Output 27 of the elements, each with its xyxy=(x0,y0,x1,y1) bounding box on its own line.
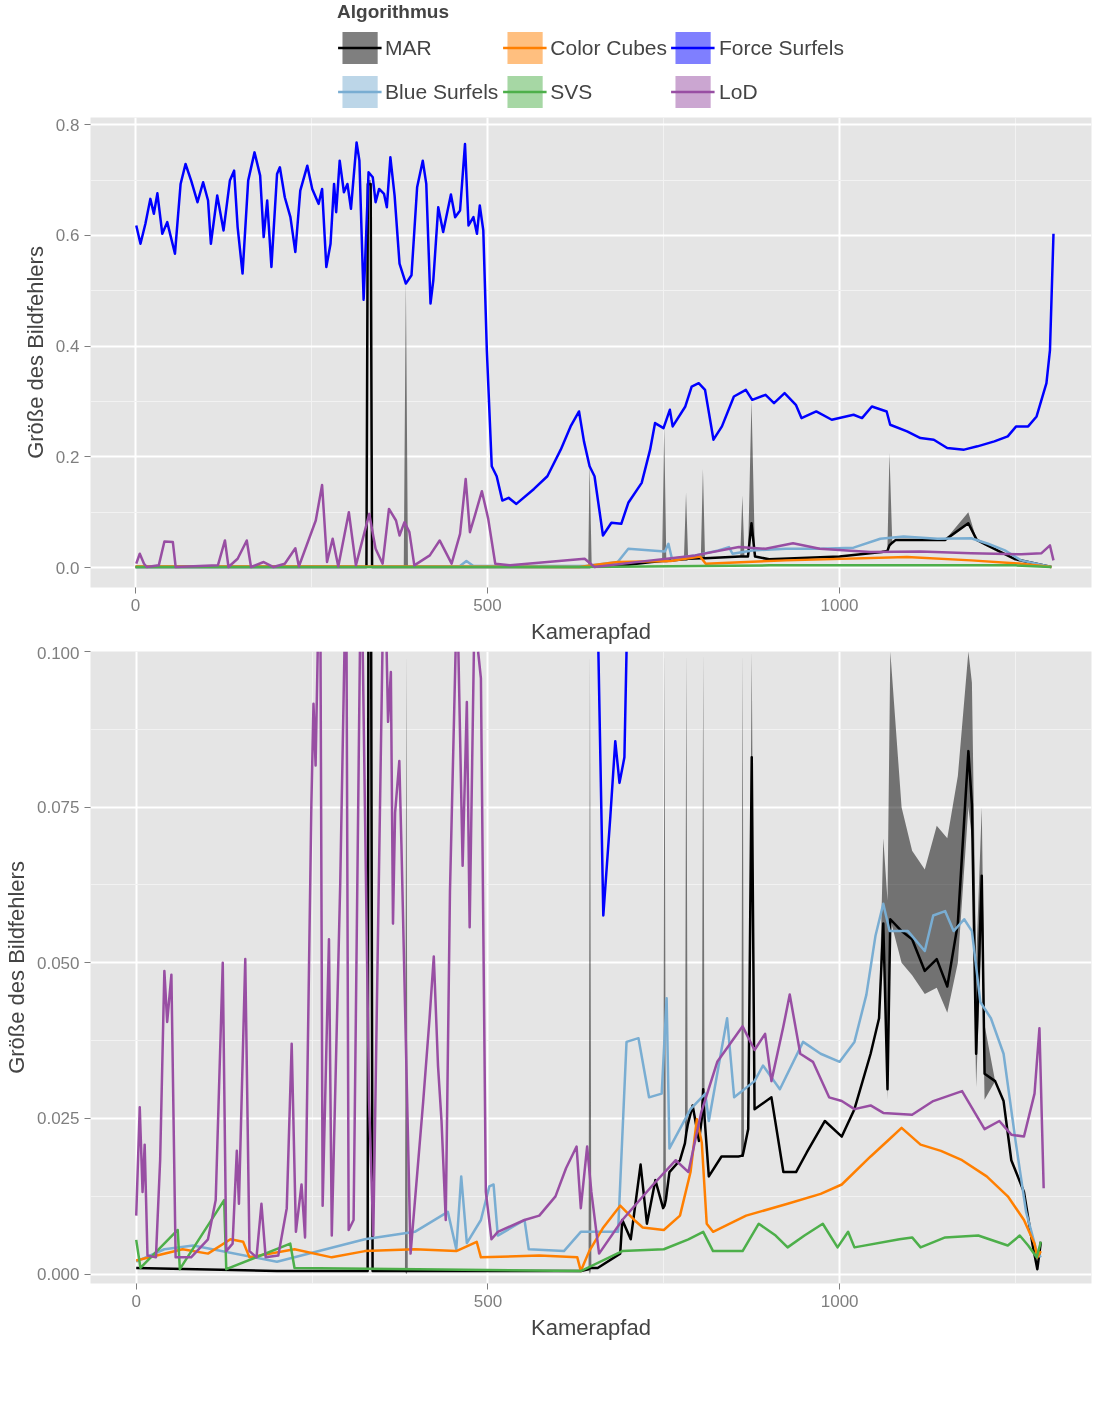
y-tick-label: 0.0 xyxy=(55,558,80,578)
y-tick-label: 0.2 xyxy=(55,447,80,467)
x-axis-title: Kamerapfad xyxy=(531,1314,651,1340)
x-axis-title: Kamerapfad xyxy=(531,618,651,644)
legend-label: Blue Surfels xyxy=(385,79,499,104)
y-tick-label: 0.4 xyxy=(55,337,80,357)
y-axis-title: Größe des Bildfehlers xyxy=(3,861,29,1074)
x-tick-label: 0 xyxy=(131,1291,141,1311)
y-tick-label: 0.6 xyxy=(55,226,80,246)
y-tick-label: 0.8 xyxy=(55,115,80,135)
y-axis-title: Größe des Bildfehlers xyxy=(22,246,48,459)
y-tick-label: 0.000 xyxy=(36,1265,80,1285)
x-tick-label: 1000 xyxy=(820,595,859,615)
legend-label: SVS xyxy=(550,79,593,104)
x-tick-label: 1000 xyxy=(820,1291,859,1311)
x-tick-label: 0 xyxy=(130,595,141,615)
x-tick-label: 500 xyxy=(473,595,502,615)
legend-label: Force Surfels xyxy=(719,35,844,60)
x-tick-label: 500 xyxy=(473,1291,503,1311)
y-tick-label: 0.050 xyxy=(36,953,80,973)
legend-label: LoD xyxy=(719,79,758,104)
legend-label: MAR xyxy=(385,35,432,60)
legend-label: Color Cubes xyxy=(550,35,668,60)
y-tick-label: 0.100 xyxy=(36,643,80,663)
y-tick-label: 0.025 xyxy=(36,1109,80,1129)
legend-title: Algorithmus xyxy=(337,0,450,23)
y-tick-label: 0.075 xyxy=(36,798,80,818)
